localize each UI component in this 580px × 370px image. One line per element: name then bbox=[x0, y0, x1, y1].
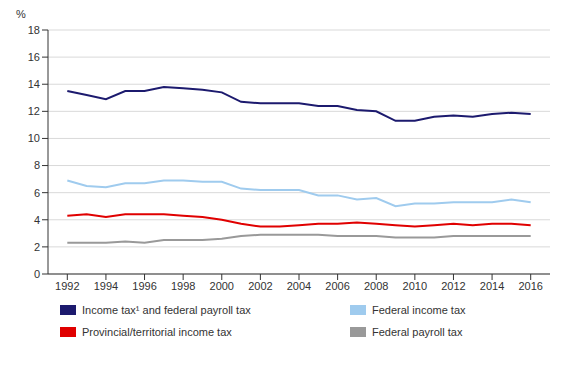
svg-text:14: 14 bbox=[28, 78, 40, 90]
svg-text:1994: 1994 bbox=[94, 280, 118, 292]
svg-text:4: 4 bbox=[34, 214, 40, 226]
svg-text:2016: 2016 bbox=[518, 280, 542, 292]
svg-text:2012: 2012 bbox=[441, 280, 465, 292]
html-text:Income tax¹ and federal payrol: Income tax¹ and federal payroll tax bbox=[82, 304, 251, 316]
html-text:Federal payroll tax: Federal payroll tax bbox=[372, 326, 463, 338]
svg-text:2: 2 bbox=[34, 241, 40, 253]
html-text:Provincial/territorial income: Provincial/territorial income tax bbox=[82, 326, 232, 338]
svg-text:2002: 2002 bbox=[248, 280, 272, 292]
svg-text:2008: 2008 bbox=[364, 280, 388, 292]
svg-text:2010: 2010 bbox=[403, 280, 427, 292]
svg-text:1996: 1996 bbox=[132, 280, 156, 292]
svg-text:10: 10 bbox=[28, 132, 40, 144]
svg-text:2004: 2004 bbox=[287, 280, 311, 292]
svg-text:16: 16 bbox=[28, 51, 40, 63]
svg-text:18: 18 bbox=[28, 24, 40, 36]
svg-text:8: 8 bbox=[34, 159, 40, 171]
svg-text:1998: 1998 bbox=[171, 280, 195, 292]
svg-text:2000: 2000 bbox=[210, 280, 234, 292]
svg-text:6: 6 bbox=[34, 187, 40, 199]
svg-text:0: 0 bbox=[34, 268, 40, 280]
svg-text:2014: 2014 bbox=[480, 280, 504, 292]
svg-text:2006: 2006 bbox=[325, 280, 349, 292]
svg-text:1992: 1992 bbox=[55, 280, 79, 292]
html-text:Federal income tax: Federal income tax bbox=[372, 304, 466, 316]
svg-text:12: 12 bbox=[28, 105, 40, 117]
